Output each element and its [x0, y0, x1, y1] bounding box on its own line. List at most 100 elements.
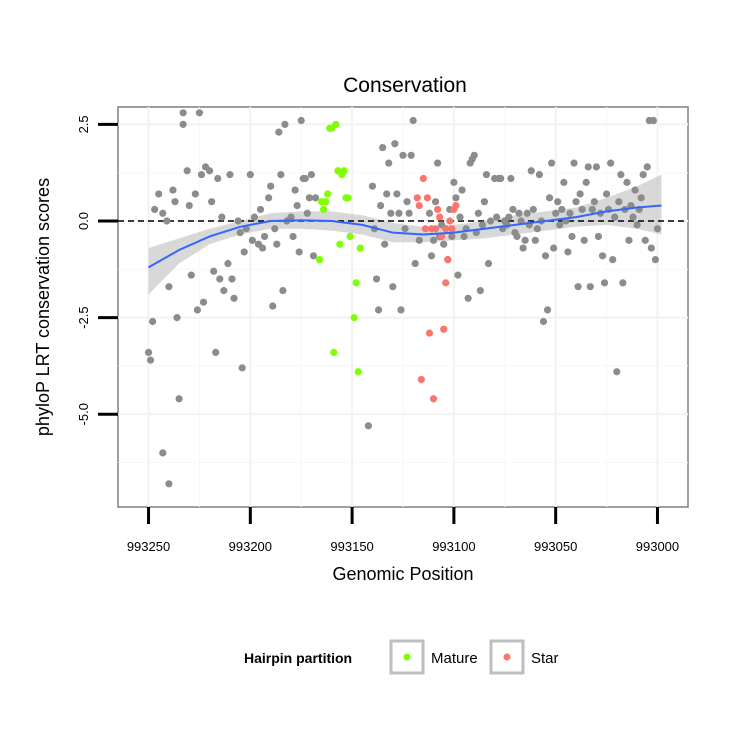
data-point-other — [554, 198, 562, 206]
data-point-other — [311, 194, 320, 202]
data-point-other — [582, 178, 590, 186]
data-point-other — [535, 171, 543, 179]
data-point-other — [600, 279, 609, 287]
data-point-other — [464, 294, 472, 302]
data-point-other — [474, 209, 482, 217]
data-point-mature — [346, 232, 354, 241]
data-point-mature — [320, 205, 328, 214]
x-tick-label: 993000 — [636, 539, 679, 554]
data-point-other — [429, 236, 438, 244]
data-point-mature — [354, 368, 362, 376]
data-point-other — [651, 256, 660, 264]
y-tick-label: -2.5 — [76, 306, 91, 328]
data-point-other — [480, 198, 489, 206]
x-tick-label: 993250 — [127, 539, 170, 554]
data-point-other — [548, 159, 556, 167]
data-point-mature — [330, 348, 338, 357]
data-point-other — [560, 178, 568, 186]
data-point-other — [594, 232, 603, 241]
data-point-mature — [332, 120, 340, 128]
data-point-star — [421, 225, 429, 233]
data-point-star — [442, 279, 450, 287]
data-point-star — [448, 225, 456, 233]
data-point-other — [454, 271, 462, 279]
data-point-other — [637, 194, 645, 202]
data-point-other — [653, 225, 662, 233]
data-point-other — [649, 116, 657, 125]
data-point-other — [185, 201, 193, 210]
data-point-other — [531, 236, 539, 244]
legend: Hairpin partition Mature Star — [244, 639, 559, 675]
data-point-star — [429, 395, 438, 403]
data-point-other — [448, 232, 456, 241]
data-point-other — [301, 174, 309, 183]
data-point-other — [397, 306, 405, 314]
data-point-other — [615, 198, 623, 206]
data-point-other — [183, 167, 191, 175]
data-point-other — [305, 194, 313, 202]
data-point-other — [226, 171, 234, 179]
data-point-other — [267, 182, 275, 190]
data-point-other — [482, 171, 491, 179]
data-point-star — [446, 217, 454, 225]
data-point-other — [570, 159, 578, 167]
data-point-other — [590, 198, 598, 206]
data-point-other — [383, 190, 391, 198]
data-point-other — [617, 171, 625, 179]
data-point-other — [521, 236, 529, 244]
data-point-other — [165, 283, 173, 291]
data-point-other — [149, 317, 157, 326]
data-point-other — [146, 356, 155, 364]
data-point-mature — [324, 190, 332, 198]
data-point-other — [271, 225, 279, 233]
data-point-other — [460, 232, 468, 241]
data-point-other — [440, 240, 448, 248]
y-tick-label: 0.0 — [76, 212, 91, 230]
data-point-star — [444, 256, 452, 264]
data-point-other — [533, 225, 541, 233]
data-point-other — [212, 348, 220, 357]
data-point-other — [195, 109, 204, 117]
data-point-other — [458, 186, 466, 194]
loess-smooth-curve — [148, 204, 662, 269]
data-point-other — [277, 171, 285, 179]
data-point-other — [584, 163, 592, 171]
data-point-mature — [315, 256, 324, 264]
data-point-other — [295, 248, 303, 256]
data-point-other — [619, 279, 627, 287]
data-point-other — [505, 213, 513, 221]
data-point-other — [238, 364, 246, 372]
data-point-other — [303, 209, 311, 217]
data-point-star — [419, 174, 427, 183]
data-point-other — [452, 194, 460, 202]
data-point-other — [515, 209, 523, 217]
data-point-other — [576, 190, 584, 198]
data-point-other — [588, 205, 596, 214]
data-point-other — [293, 201, 301, 210]
legend-title: Hairpin partition — [244, 650, 352, 666]
data-point-other — [568, 232, 576, 241]
data-point-other — [228, 275, 236, 283]
data-point-other — [527, 167, 535, 175]
data-point-other — [545, 194, 554, 202]
data-point-other — [572, 198, 580, 206]
data-point-other — [206, 167, 214, 175]
data-point-other — [248, 236, 256, 244]
data-point-other — [507, 174, 515, 183]
data-point-star — [436, 213, 444, 221]
data-point-other — [224, 259, 232, 268]
data-point-other — [470, 151, 478, 159]
x-tick-label: 993050 — [534, 539, 577, 554]
data-point-other — [602, 190, 611, 198]
data-point-other — [193, 306, 201, 314]
data-point-other — [541, 252, 550, 260]
data-point-other — [629, 213, 637, 221]
data-point-other — [607, 159, 615, 167]
data-point-mature — [344, 194, 352, 202]
data-point-star — [434, 205, 442, 214]
data-point-other — [287, 213, 295, 221]
data-point-other — [539, 317, 548, 326]
data-point-other — [387, 209, 395, 217]
data-point-other — [258, 244, 267, 252]
